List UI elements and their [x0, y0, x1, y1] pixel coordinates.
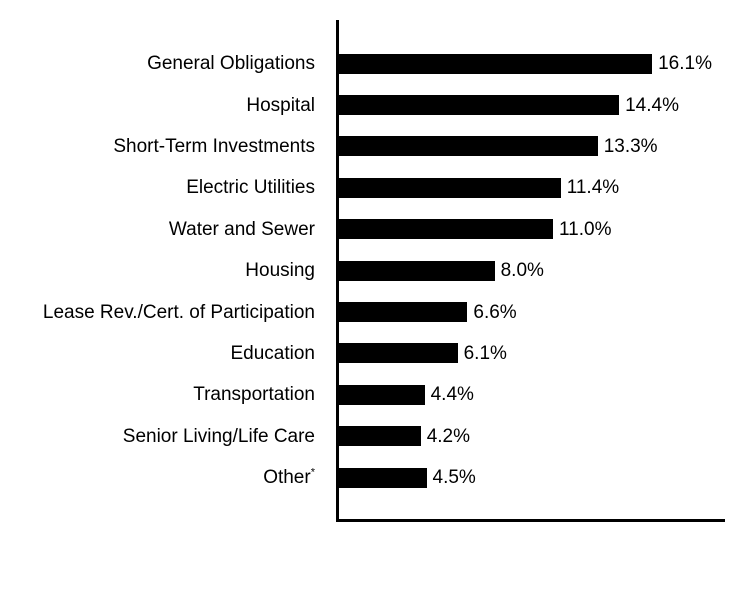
bar-area: 6.1% [339, 342, 507, 364]
category-label: Transportation [193, 384, 315, 406]
value-label: 4.2% [426, 425, 470, 447]
bar-row: Education 6.1% [0, 333, 744, 374]
bar [339, 95, 620, 116]
bar-area: 6.6% [339, 301, 517, 323]
y-axis-line [336, 20, 339, 522]
bar-row: Water and Sewer 11.0% [0, 209, 744, 250]
bar-area: 11.4% [339, 177, 620, 199]
value-label: 11.4% [566, 177, 620, 199]
category-label: General Obligations [147, 53, 315, 75]
bar [339, 136, 598, 157]
bar-area: 4.4% [339, 384, 474, 406]
bar-area: 8.0% [339, 260, 544, 282]
category-label: Electric Utilities [186, 177, 315, 199]
value-label: 11.0% [559, 218, 612, 240]
bar [339, 384, 425, 405]
value-label: 13.3% [603, 135, 658, 157]
bar-row: Transportation 4.4% [0, 374, 744, 415]
bar [339, 177, 561, 198]
bar [339, 219, 553, 240]
value-label: 16.1% [658, 53, 712, 75]
category-label: Short-Term Investments [113, 135, 315, 157]
category-label: Other* [263, 466, 315, 489]
bar [339, 53, 653, 74]
bar [339, 302, 468, 323]
value-label: 6.6% [473, 301, 517, 323]
x-axis-line [336, 519, 725, 522]
bar [339, 467, 427, 488]
category-label: Education [230, 342, 315, 364]
bar-row: Lease Rev./Cert. of Participation 6.6% [0, 291, 744, 332]
chart-rows: General Obligations 16.1% Hospital 14.4%… [0, 43, 744, 498]
value-label: 8.0% [500, 260, 544, 282]
bar [339, 343, 458, 364]
category-label: Hospital [246, 94, 315, 116]
bar-area: 16.1% [339, 53, 712, 75]
bar-area: 4.5% [339, 467, 476, 489]
bar-row: Senior Living/Life Care 4.2% [0, 416, 744, 457]
category-label: Housing [245, 260, 315, 282]
value-label: 4.4% [430, 384, 474, 406]
bar-row: Short-Term Investments 13.3% [0, 126, 744, 167]
bar-row: Other* 4.5% [0, 457, 744, 498]
bar-area: 14.4% [339, 94, 679, 116]
bar-row: Hospital 14.4% [0, 84, 744, 125]
bar-area: 4.2% [339, 425, 470, 447]
bar [339, 426, 421, 447]
bar-row: Housing 8.0% [0, 250, 744, 291]
bar-row: Electric Utilities 11.4% [0, 167, 744, 208]
value-label: 4.5% [432, 467, 476, 489]
category-label: Lease Rev./Cert. of Participation [42, 301, 315, 323]
bar [339, 260, 495, 281]
value-label: 14.4% [625, 94, 679, 116]
category-label: Water and Sewer [168, 218, 315, 240]
bar-row: General Obligations 16.1% [0, 43, 744, 84]
category-label: Senior Living/Life Care [122, 425, 315, 447]
value-label: 6.1% [463, 342, 507, 364]
bar-area: 13.3% [339, 135, 658, 157]
bar-area: 11.0% [339, 218, 612, 240]
